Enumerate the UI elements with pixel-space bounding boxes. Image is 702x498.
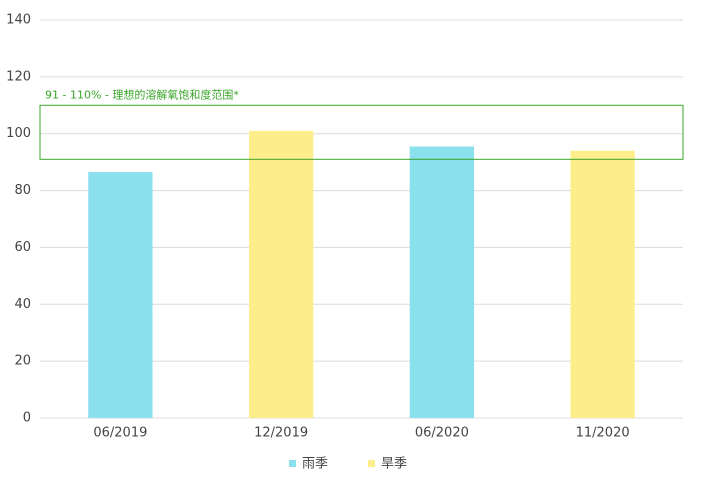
y-tick-label: 0 bbox=[23, 411, 31, 426]
y-tick-label: 60 bbox=[14, 240, 31, 255]
legend-label: 旱季 bbox=[381, 457, 407, 472]
legend-swatch bbox=[368, 460, 375, 467]
x-tick-label: 11/2020 bbox=[576, 426, 630, 441]
legend-label: 雨季 bbox=[302, 457, 328, 472]
y-tick-label: 140 bbox=[6, 13, 31, 28]
y-tick-label: 20 bbox=[14, 354, 31, 369]
bar bbox=[88, 172, 153, 418]
y-tick-label: 100 bbox=[6, 126, 31, 141]
y-tick-label: 80 bbox=[14, 183, 31, 198]
bar bbox=[248, 130, 314, 418]
y-tick-label: 120 bbox=[6, 69, 31, 84]
target-band bbox=[39, 104, 684, 160]
bar bbox=[409, 146, 475, 418]
band-label: 91 - 110% - 理想的溶解氧饱和度范围* bbox=[45, 87, 239, 101]
bar bbox=[570, 150, 635, 418]
x-tick-label: 06/2020 bbox=[415, 426, 469, 441]
x-tick-label: 06/2019 bbox=[93, 426, 147, 441]
x-tick-label: 12/2019 bbox=[254, 426, 308, 441]
legend-swatch bbox=[289, 460, 296, 467]
y-tick-label: 40 bbox=[14, 297, 31, 312]
